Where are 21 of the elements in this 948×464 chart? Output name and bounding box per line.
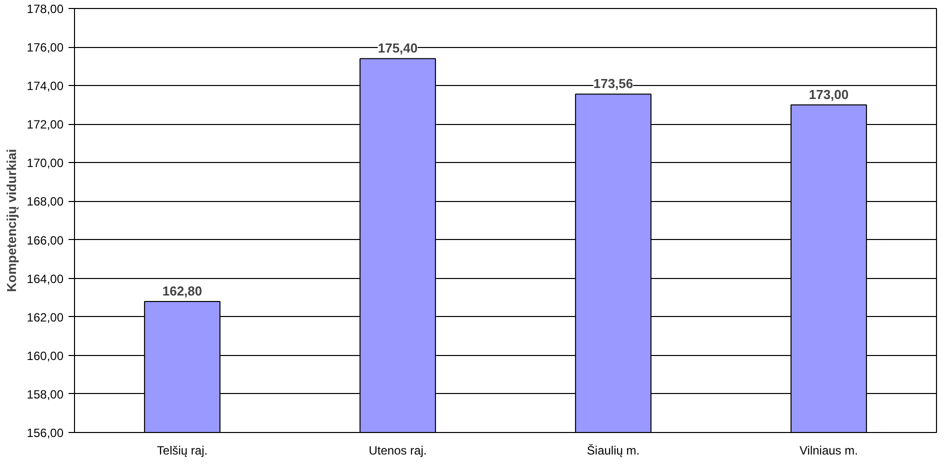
- y-tick-label: 156,00: [26, 426, 64, 440]
- data-label: 175,40: [378, 40, 418, 56]
- x-tick-label: Telšių raj.: [156, 444, 208, 458]
- y-tick-label: 174,00: [26, 79, 64, 94]
- y-tick-label: 162,00: [26, 310, 64, 324]
- data-label: 173,56: [593, 76, 634, 92]
- y-tick-label: 172,00: [26, 118, 64, 132]
- y-tick-label: 178,00: [26, 2, 64, 16]
- y-tick-label: 160,00: [26, 348, 64, 363]
- y-tick-label: 176,00: [26, 40, 64, 55]
- data-label: 162,80: [162, 283, 202, 298]
- data-label: 173,00: [808, 86, 849, 102]
- y-axis-title: Kompetencijų vidurkiai: [4, 148, 19, 292]
- x-tick-label: Utenos raj.: [368, 444, 427, 458]
- x-tick-label: Šiaulių m.: [586, 444, 640, 458]
- y-tick-label: 164,00: [26, 272, 64, 286]
- y-tick-label: 158,00: [26, 387, 64, 402]
- y-tick-label: 170,00: [26, 156, 64, 170]
- y-tick-label: 168,00: [26, 194, 64, 209]
- x-tick-label: Vilniaus m.: [800, 444, 858, 458]
- y-tick-label: 166,00: [26, 233, 64, 248]
